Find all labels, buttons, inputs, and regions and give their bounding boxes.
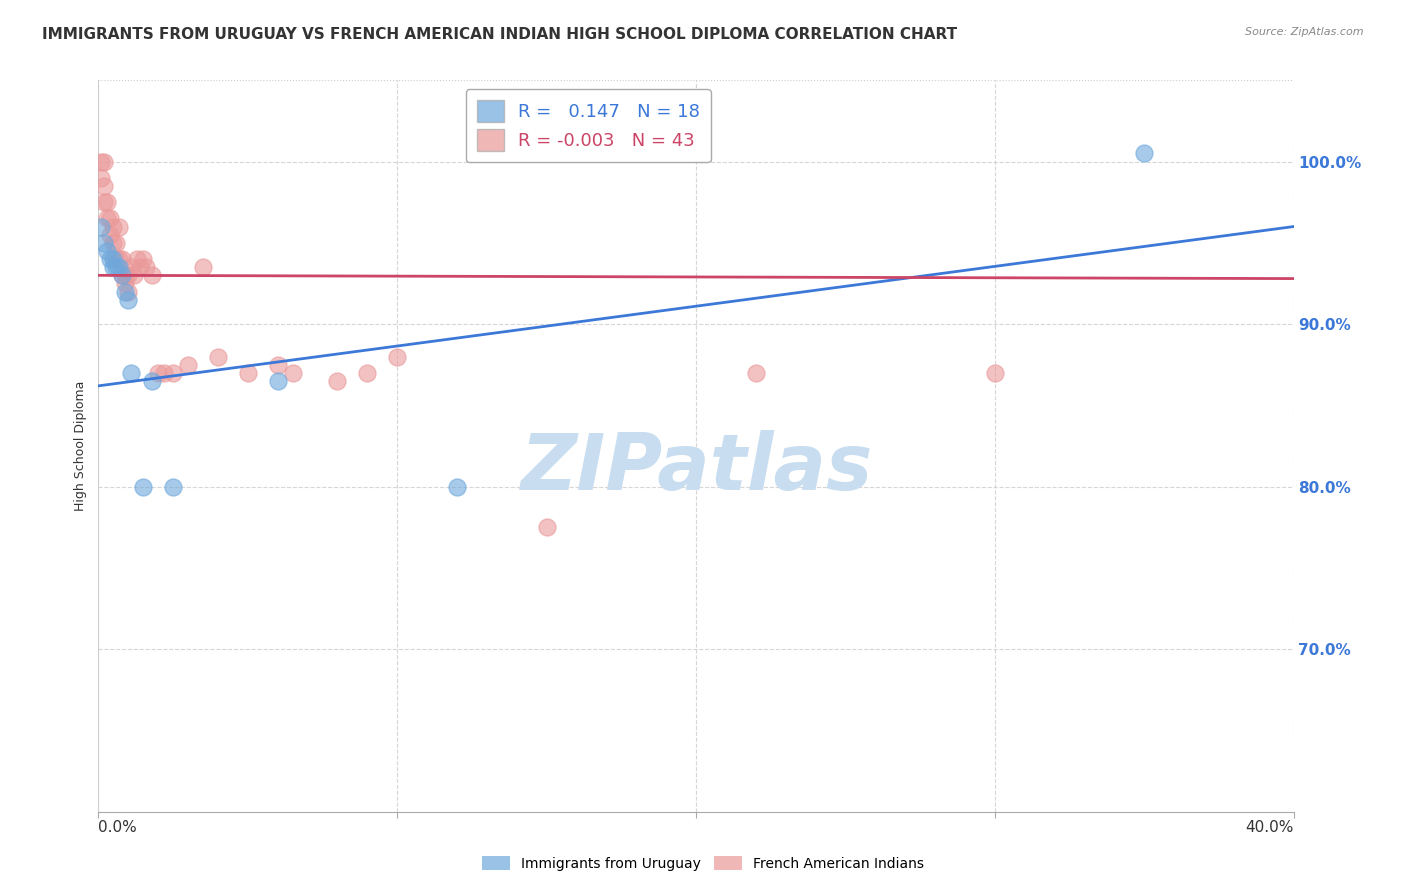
- Point: [114, 285, 136, 299]
- Point: [356, 366, 378, 380]
- Point: [105, 235, 128, 250]
- Point: [117, 285, 139, 299]
- Point: [114, 268, 136, 283]
- Point: [98, 227, 122, 242]
- Point: [132, 480, 155, 494]
- Point: [96, 244, 118, 258]
- Point: [103, 252, 125, 266]
- Point: [108, 219, 131, 234]
- Point: [162, 366, 184, 380]
- Point: [108, 260, 131, 275]
- Point: [105, 260, 128, 275]
- Point: [103, 219, 125, 234]
- Point: [153, 366, 176, 380]
- Point: [111, 252, 134, 266]
- Point: [236, 366, 259, 380]
- Text: 40.0%: 40.0%: [1246, 820, 1294, 835]
- Point: [129, 260, 152, 275]
- Point: [326, 374, 349, 388]
- Point: [103, 260, 125, 275]
- Point: [111, 268, 134, 283]
- Point: [98, 211, 122, 226]
- Point: [90, 219, 112, 234]
- Point: [207, 350, 229, 364]
- Point: [127, 252, 149, 266]
- Point: [141, 374, 163, 388]
- Text: IMMIGRANTS FROM URUGUAY VS FRENCH AMERICAN INDIAN HIGH SCHOOL DIPLOMA CORRELATIO: IMMIGRANTS FROM URUGUAY VS FRENCH AMERIC…: [42, 27, 957, 42]
- Point: [536, 520, 558, 534]
- Point: [117, 268, 139, 283]
- Point: [90, 170, 112, 185]
- Point: [177, 358, 200, 372]
- Legend: R =   0.147   N = 18, R = -0.003   N = 43: R = 0.147 N = 18, R = -0.003 N = 43: [465, 89, 711, 162]
- Text: 0.0%: 0.0%: [98, 820, 138, 835]
- Point: [111, 268, 134, 283]
- Text: ZIPatlas: ZIPatlas: [520, 430, 872, 506]
- Point: [108, 252, 131, 266]
- Point: [135, 260, 157, 275]
- Legend: Immigrants from Uruguay, French American Indians: Immigrants from Uruguay, French American…: [477, 850, 929, 876]
- Point: [148, 366, 170, 380]
- Point: [93, 235, 115, 250]
- Point: [93, 195, 115, 210]
- Point: [745, 366, 768, 380]
- Point: [267, 358, 290, 372]
- Point: [984, 366, 1007, 380]
- Point: [1133, 146, 1156, 161]
- Point: [162, 480, 184, 494]
- Point: [96, 211, 118, 226]
- Point: [93, 178, 115, 193]
- Point: [132, 252, 155, 266]
- Point: [98, 252, 122, 266]
- Point: [385, 350, 409, 364]
- Text: Source: ZipAtlas.com: Source: ZipAtlas.com: [1246, 27, 1364, 37]
- Point: [191, 260, 214, 275]
- Point: [90, 154, 112, 169]
- Point: [93, 154, 115, 169]
- Point: [96, 195, 118, 210]
- Point: [105, 252, 128, 266]
- Point: [120, 366, 142, 380]
- Point: [117, 293, 139, 307]
- Point: [120, 260, 142, 275]
- Point: [281, 366, 304, 380]
- Point: [446, 480, 468, 494]
- Point: [124, 268, 146, 283]
- Point: [114, 277, 136, 291]
- Y-axis label: High School Diploma: High School Diploma: [73, 381, 87, 511]
- Point: [267, 374, 290, 388]
- Point: [141, 268, 163, 283]
- Point: [103, 235, 125, 250]
